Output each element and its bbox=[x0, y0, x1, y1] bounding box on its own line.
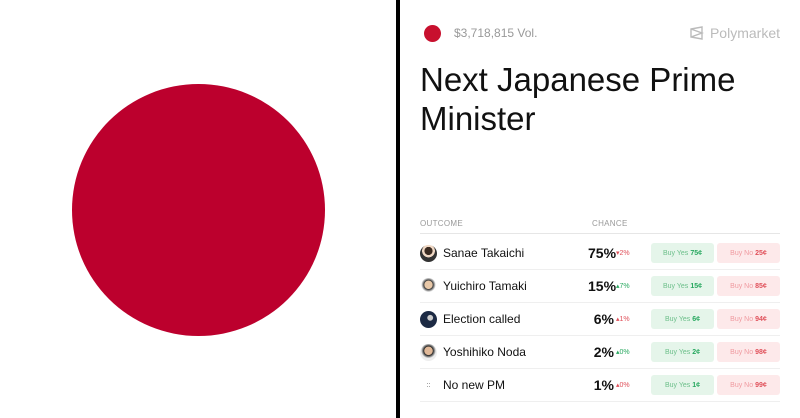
buy-no-button[interactable]: Buy No 25¢ bbox=[717, 243, 780, 263]
brand-name: Polymarket bbox=[709, 25, 780, 41]
avatar bbox=[420, 244, 437, 262]
no-price: 85¢ bbox=[755, 282, 767, 290]
buy-yes-button[interactable]: Buy Yes 75¢ bbox=[651, 243, 714, 263]
flag-red-disc bbox=[72, 84, 325, 336]
buy-no-button[interactable]: Buy No 94¢ bbox=[717, 309, 780, 329]
no-price: 98¢ bbox=[755, 348, 767, 356]
chance: 6% bbox=[593, 311, 614, 327]
card-header: $3,718,815 Vol. Polymarket bbox=[424, 23, 780, 43]
chance-change: ▴0% bbox=[616, 349, 630, 356]
buy-yes-button[interactable]: Buy Yes 1¢ bbox=[651, 375, 714, 395]
yes-price: 6¢ bbox=[692, 315, 701, 323]
table-row[interactable]: Election called 6% ▴1% Buy Yes 6¢ Buy No 9… bbox=[420, 303, 780, 336]
polymarket-icon bbox=[690, 26, 704, 40]
buy-yes-label: Buy Yes bbox=[664, 315, 691, 323]
buy-no-label: Buy No bbox=[730, 348, 754, 356]
yes-price: 75¢ bbox=[690, 249, 702, 257]
outcome-name: Yoshihiko Noda bbox=[443, 345, 526, 359]
polymarket-logo[interactable]: Polymarket bbox=[690, 25, 780, 41]
table-row[interactable]: Yuichiro Tamaki 15% ▴7% Buy Yes 15¢ Buy N… bbox=[420, 270, 780, 303]
buy-no-label: Buy No bbox=[730, 249, 754, 257]
buy-yes-label: Buy Yes bbox=[663, 249, 689, 257]
yes-price: 2¢ bbox=[692, 348, 701, 356]
buy-no-label: Buy No bbox=[730, 315, 754, 323]
no-price: 25¢ bbox=[755, 249, 767, 257]
divider bbox=[396, 0, 400, 418]
outcome-name: Sanae Takaichi bbox=[443, 246, 525, 260]
chance: 15% bbox=[588, 278, 617, 294]
chance-change: ▴0% bbox=[616, 382, 630, 389]
avatar: :: bbox=[420, 376, 437, 394]
chance: 75% bbox=[588, 245, 617, 261]
buy-no-button[interactable]: Buy No 85¢ bbox=[717, 276, 780, 296]
buy-yes-button[interactable]: Buy Yes 6¢ bbox=[651, 309, 714, 329]
volume: $3,718,815 Vol. bbox=[454, 26, 538, 40]
buy-no-button[interactable]: Buy No 98¢ bbox=[717, 342, 780, 362]
buy-yes-button[interactable]: Buy Yes 2¢ bbox=[651, 342, 714, 362]
buy-no-button[interactable]: Buy No 99¢ bbox=[717, 375, 780, 395]
avatar bbox=[420, 343, 437, 361]
yes-price: 1¢ bbox=[692, 381, 701, 389]
buy-yes-label: Buy Yes bbox=[664, 348, 691, 356]
buy-no-label: Buy No bbox=[730, 381, 754, 389]
table-row[interactable]: Sanae Takaichi 75% ▾2% Buy Yes 75¢ Buy No… bbox=[420, 237, 780, 270]
outcome-name: No new PM bbox=[443, 378, 506, 392]
buy-no-label: Buy No bbox=[730, 282, 754, 290]
table-row[interactable]: Yoshihiko Noda 2% ▴0% Buy Yes 2¢ Buy No 98… bbox=[420, 336, 780, 369]
chance: 2% bbox=[593, 344, 614, 360]
column-outcome: OUTCOME bbox=[420, 219, 463, 228]
chance-change: ▴1% bbox=[616, 316, 630, 323]
buy-yes-label: Buy Yes bbox=[664, 381, 691, 389]
page-title: Next Japanese Prime Minister bbox=[420, 61, 736, 137]
column-chance: CHANCE bbox=[592, 219, 628, 228]
avatar bbox=[420, 277, 437, 295]
no-price: 94¢ bbox=[755, 315, 767, 323]
japan-flag-icon bbox=[424, 24, 441, 42]
no-price: 99¢ bbox=[755, 381, 767, 389]
chance: 1% bbox=[593, 377, 614, 393]
table-row[interactable]: :: No new PM 1% ▴0% Buy Yes 1¢ Buy No 99¢ bbox=[420, 369, 780, 402]
outcome-name: Election called bbox=[443, 312, 521, 326]
chance-change: ▾2% bbox=[616, 250, 630, 257]
buy-yes-label: Buy Yes bbox=[663, 282, 689, 290]
chance-change: ▴7% bbox=[616, 283, 630, 290]
outcome-name: Yuichiro Tamaki bbox=[443, 279, 527, 293]
table-header: OUTCOME CHANCE bbox=[420, 219, 780, 234]
buy-yes-button[interactable]: Buy Yes 15¢ bbox=[651, 276, 714, 296]
market-card: $3,718,815 Vol. Polymarket Next Japanese… bbox=[400, 0, 800, 418]
yes-price: 15¢ bbox=[690, 282, 702, 290]
avatar bbox=[420, 310, 437, 328]
japan-flag-panel bbox=[0, 0, 396, 418]
